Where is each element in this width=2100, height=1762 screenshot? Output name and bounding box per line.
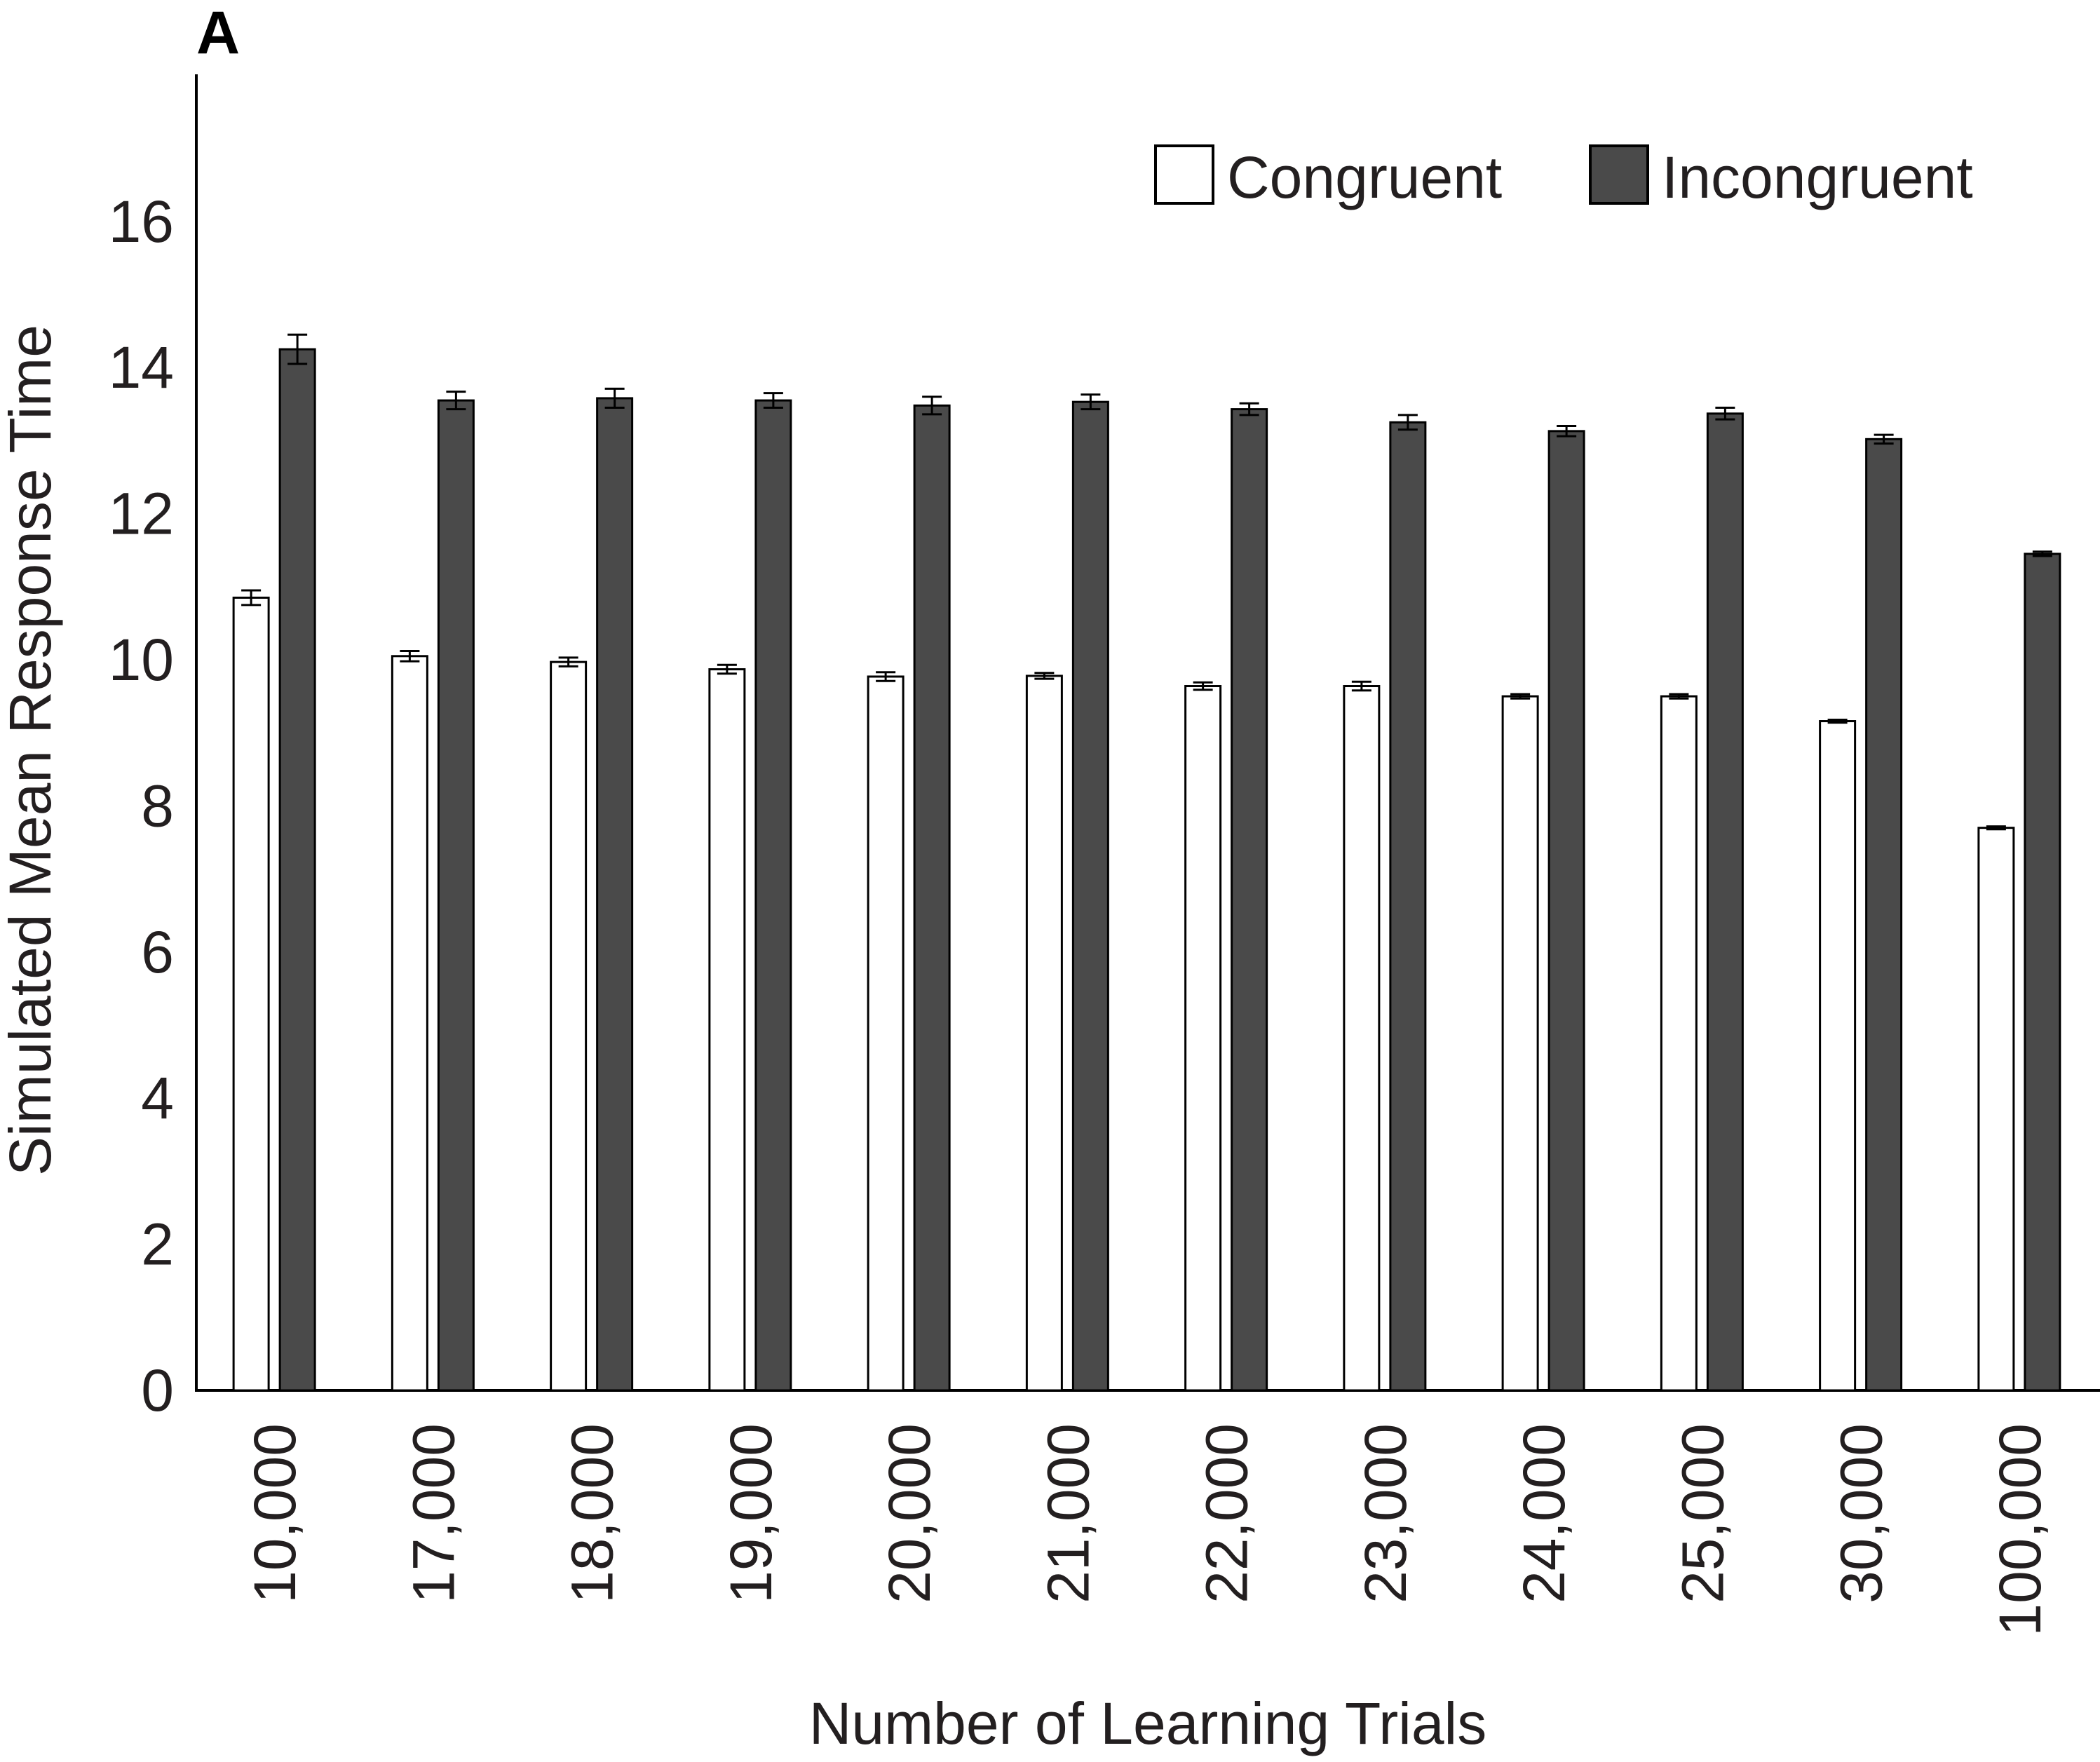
y-ticks: 0 2 4 6 8 10 12 14 16 [109,189,174,1423]
bar-congruent [1977,827,2015,1392]
x-axis-title: Number of Learning Trials [809,1690,1486,1756]
x-tick-label: 19,000 [718,1423,784,1604]
y-tick-label: 0 [141,1357,174,1423]
error-bar [1557,425,1577,438]
error-bar [558,656,578,667]
x-ticks: 10,000 17,000 18,000 19,000 20,000 21,000 22,0… [242,1423,2053,1636]
y-tick-label: 12 [109,481,174,547]
bar-congruent [867,675,905,1392]
error-bar [1827,718,1848,724]
panel-label: A [196,0,240,67]
bar-incongruent [1389,421,1427,1392]
bar-congruent [1343,685,1381,1392]
y-tick-label: 14 [109,334,174,400]
bar-incongruent [1706,412,1744,1392]
bar-congruent [1184,685,1222,1392]
y-tick-label: 10 [109,627,174,693]
y-tick-label: 8 [141,773,174,839]
error-bar [1874,433,1894,445]
y-axis-title: Simulated Mean Response Time [0,325,63,1176]
bar-congruent [1025,675,1063,1392]
legend-swatch-incongruent [1589,144,1649,205]
x-tick-label: 17,000 [400,1423,466,1604]
error-bar [2032,550,2052,557]
bar-congruent [708,668,746,1392]
error-bar [1239,402,1259,416]
x-tick-label: 25,000 [1669,1423,1735,1604]
error-bar [1397,414,1418,431]
bar-incongruent [2024,553,2061,1392]
error-bars [241,333,2052,831]
error-bar [604,387,625,409]
bar-congruent [550,660,588,1392]
bar-incongruent [1071,400,1109,1392]
error-bar [1193,681,1213,691]
bar-congruent [391,655,428,1392]
error-bar [876,671,896,682]
bar-congruent [232,596,270,1392]
error-bar [1034,672,1055,680]
error-bar [241,589,262,606]
y-tick-label: 2 [141,1212,174,1278]
error-bar [400,649,420,663]
x-tick-label: 30,000 [1829,1423,1895,1604]
y-tick-label: 16 [109,189,174,255]
x-tick-label: 10,000 [242,1423,308,1604]
legend-swatch-congruent [1154,144,1214,205]
bar-incongruent [913,404,951,1392]
legend-label-incongruent: Incongruent [1662,144,1973,210]
error-bar [446,391,466,411]
bars [232,348,2061,1392]
bar-congruent [1501,695,1539,1392]
error-bar [1715,407,1735,421]
error-bar [717,663,737,675]
error-bar [1351,680,1371,692]
x-tick-label: 100,000 [1987,1423,2053,1636]
legend: Congruent Incongruent [1154,144,1973,210]
error-bar [1081,393,1101,411]
y-tick-label: 4 [141,1065,174,1131]
bar-incongruent [1547,430,1585,1392]
error-bar [287,333,308,365]
x-tick-label: 24,000 [1511,1423,1577,1604]
axes [195,74,2100,1392]
x-tick-label: 22,000 [1194,1423,1260,1604]
error-bar [1510,693,1531,700]
error-bar [922,395,942,416]
bar-incongruent [278,348,316,1392]
bar-incongruent [754,399,792,1392]
legend-label-congruent: Congruent [1227,144,1502,210]
y-tick-label: 6 [141,919,174,985]
bar-incongruent [437,399,475,1392]
x-tick-label: 23,000 [1353,1423,1418,1604]
bar-congruent [1660,695,1698,1392]
x-tick-label: 18,000 [560,1423,625,1604]
x-tick-label: 21,000 [1035,1423,1101,1604]
x-tick-label: 20,000 [876,1423,942,1604]
bar-congruent [1819,720,1857,1392]
error-bar [763,392,783,409]
bar-incongruent [1231,408,1268,1392]
error-bar [1669,693,1689,700]
bar-incongruent [1865,438,1903,1392]
error-bar [1986,825,2006,831]
bar-incongruent [596,397,634,1392]
